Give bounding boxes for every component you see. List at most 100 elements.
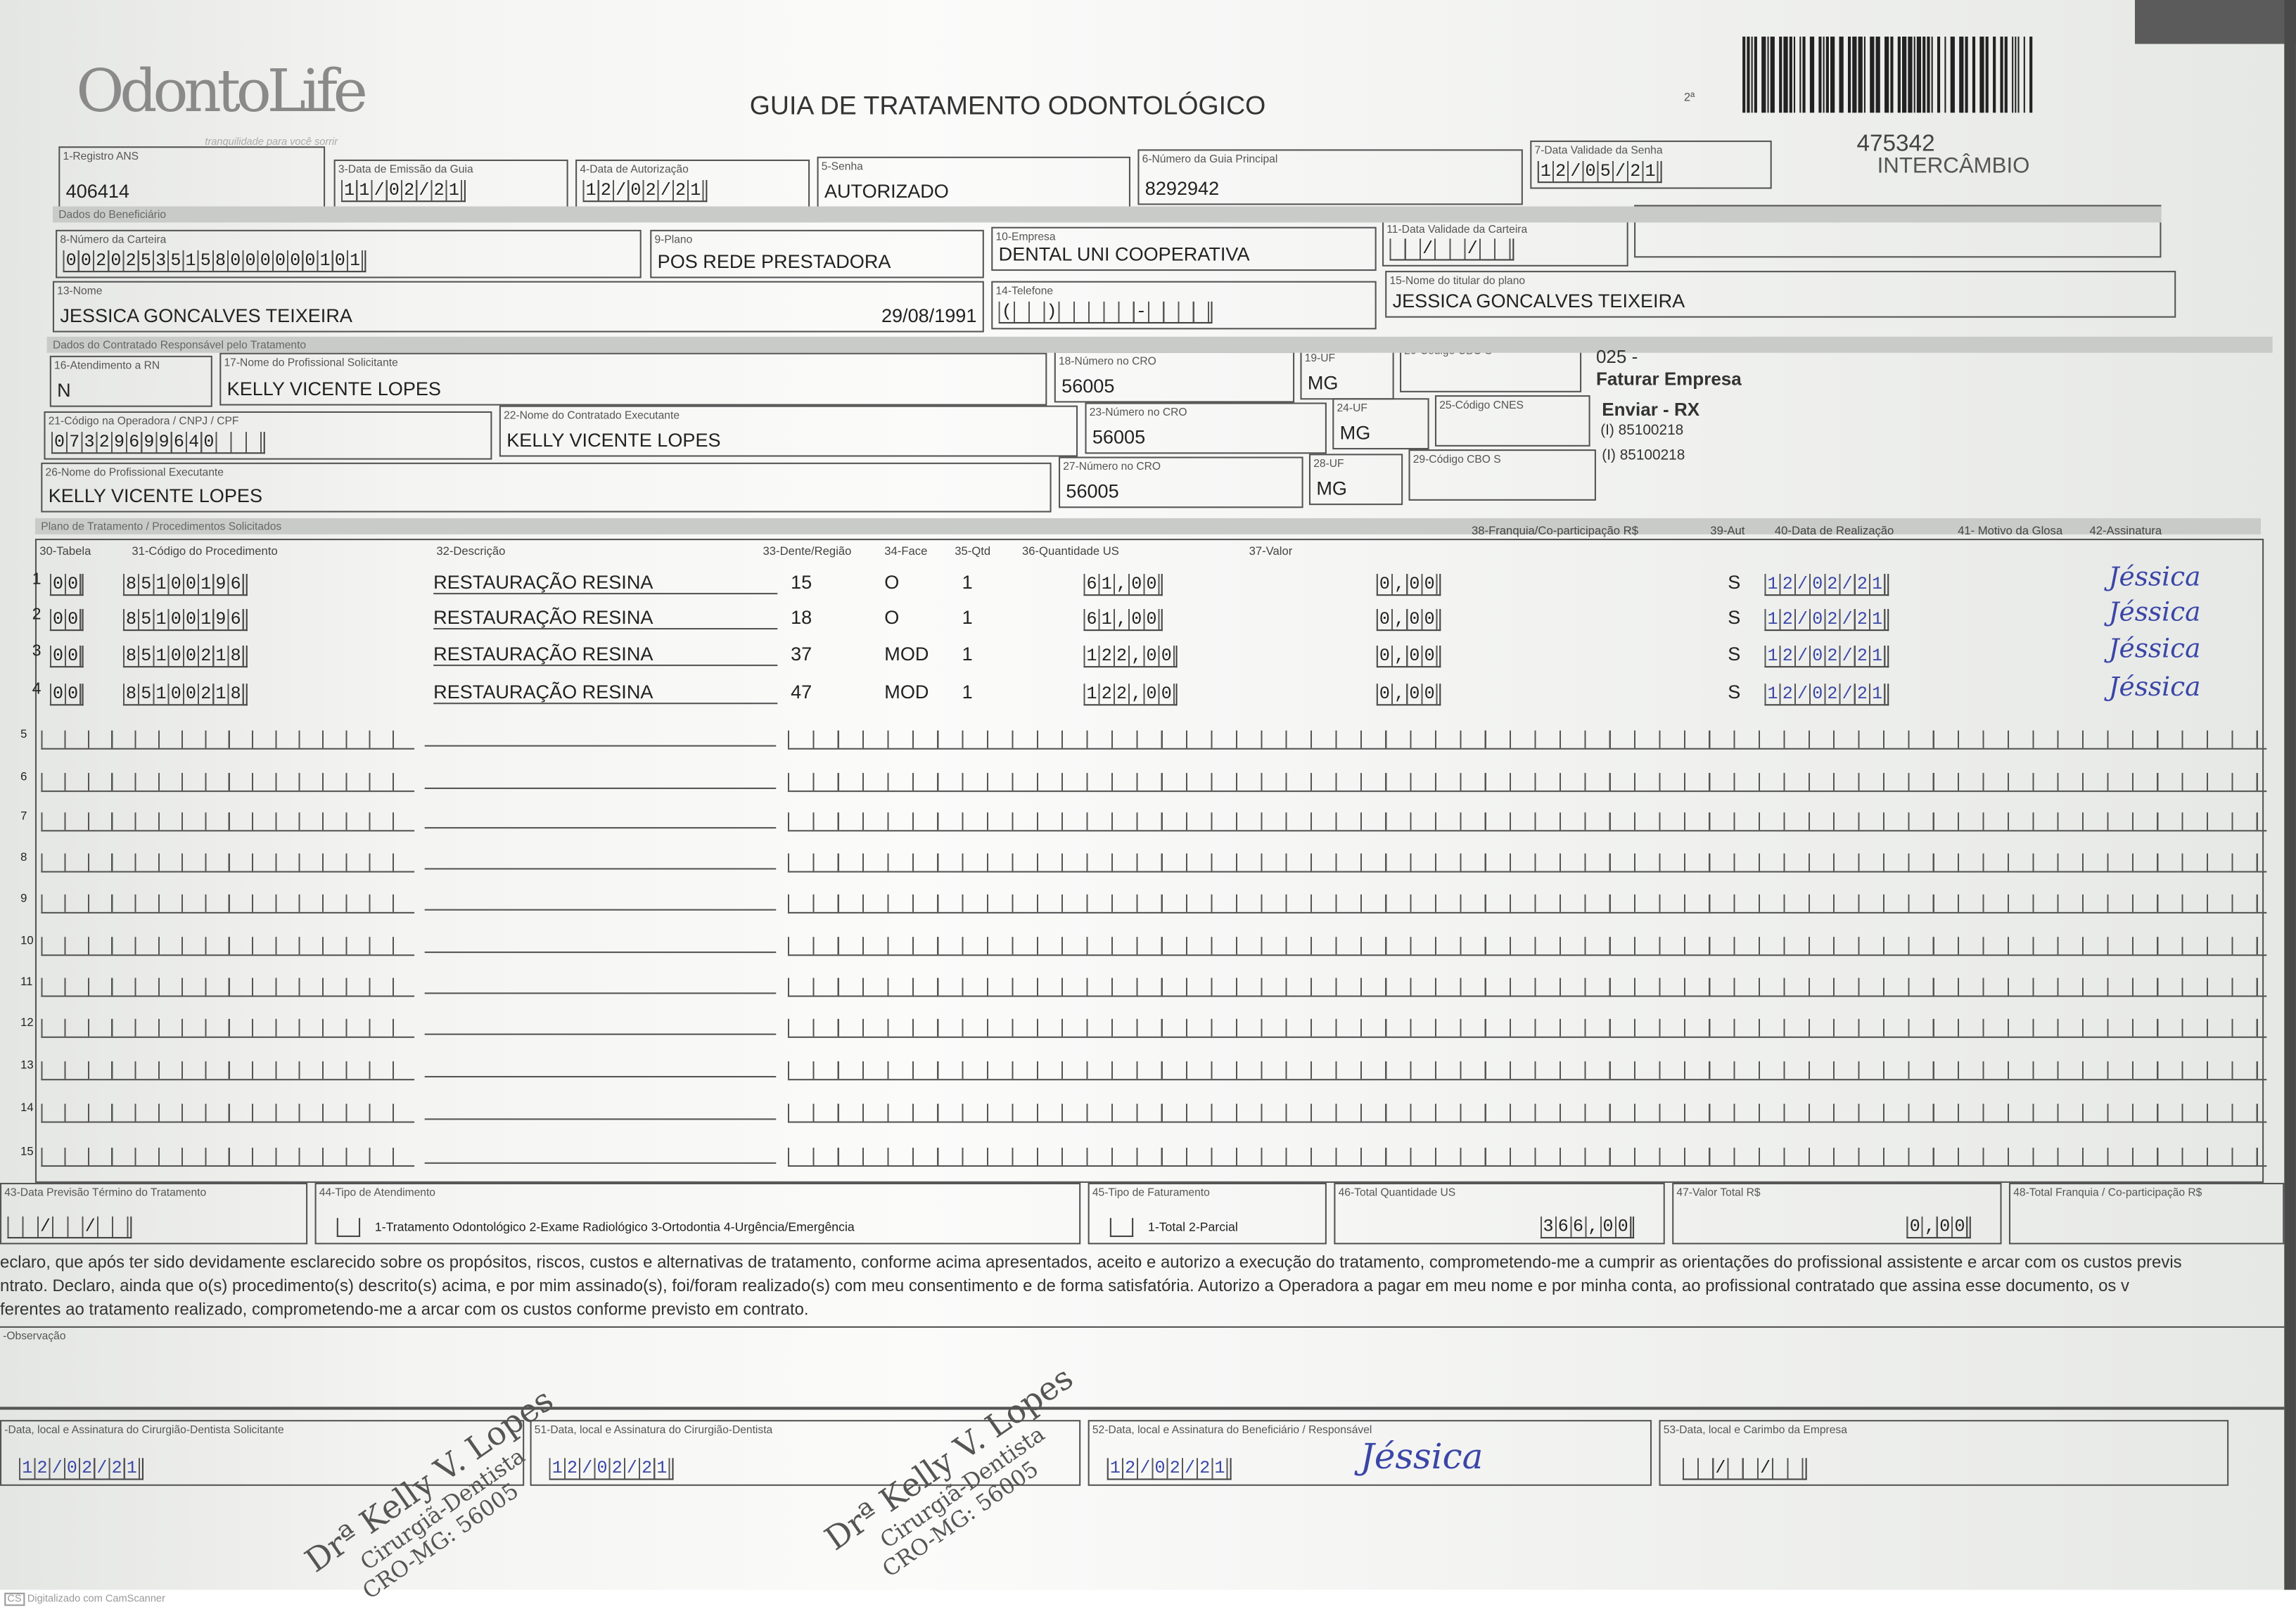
field-f1[interactable]: 1-Registro ANS 406414: [58, 146, 326, 208]
values-comb: [787, 937, 2267, 956]
cell-dente: 37: [791, 642, 812, 665]
field-value: KELLY VICENTE LOPES: [227, 378, 441, 400]
field-f16[interactable]: 16-Atendimento a RN N: [49, 355, 212, 407]
cell-codigo: 85100196: [122, 573, 247, 596]
table-row-empty[interactable]: 13: [0, 1058, 2284, 1088]
field-f9[interactable]: 9-Plano POS REDE PRESTADORA: [650, 229, 984, 278]
field-label: 47-Valor Total R$: [1676, 1186, 1761, 1199]
field-f51[interactable]: 51-Data, local e Assinatura do Cirurgião…: [530, 1420, 1081, 1486]
table-row-empty[interactable]: 7: [0, 809, 2284, 839]
field-f19[interactable]: 19-UF MG: [1300, 348, 1394, 400]
cell-descricao: RESTAURAÇÃO RESINA: [433, 571, 778, 595]
field-f50[interactable]: -Data, local e Assinatura do Cirurgião-D…: [0, 1420, 525, 1486]
barcode-bar: [1767, 37, 1769, 113]
row-number: 14: [20, 1101, 34, 1115]
field-f17[interactable]: 17-Nome do Profissional Solicitante KELLY…: [219, 352, 1047, 406]
section-contratado: Dados do Contratado Responsável pelo Tra…: [46, 336, 2273, 353]
barcode-bar: [1927, 37, 1930, 113]
field-f5[interactable]: 5-Senha AUTORIZADO: [817, 156, 1130, 208]
field-f21[interactable]: 21-Código na Operadora / CNPJ / CPF 07329…: [44, 411, 492, 460]
field-f45[interactable]: 45-Tipo de Faturamento 1-Total 2-Parcial: [1088, 1182, 1327, 1245]
cell-dente: 18: [791, 606, 812, 629]
cell-assinatura: Jéssica: [2108, 634, 2201, 665]
field-f53[interactable]: 53-Data, local e Carimbo da Empresa / /: [1659, 1420, 2229, 1486]
field-value-wrap: 56005: [1061, 375, 1114, 397]
field-label: 13-Nome: [57, 283, 103, 297]
field-f6[interactable]: 6-Número da Guia Principal 8292942: [1137, 149, 1523, 205]
field-f8[interactable]: 8-Número da Carteira 00202535158000000101: [56, 229, 642, 278]
field-f46[interactable]: 46-Total Quantidade US 366,00: [1334, 1182, 1665, 1245]
field-f3[interactable]: 3-Data de Emissão da Guia 11/02/21: [333, 159, 568, 208]
odontolife-logo: OdontoLife: [76, 58, 368, 127]
field-f52[interactable]: 52-Data, local e Assinatura do Beneficiá…: [1088, 1420, 1652, 1486]
cell-valor-wrap: 0,00: [1376, 681, 1441, 706]
field-f24[interactable]: 24-UF MG: [1332, 398, 1429, 450]
cell-codigo: 85100218: [122, 645, 247, 668]
code-comb: [41, 812, 415, 832]
checkbox[interactable]: [1109, 1217, 1134, 1237]
table-row-empty[interactable]: 15: [0, 1145, 2284, 1174]
field-value-wrap: 1-Tratamento Odontológico 2-Exame Radiol…: [375, 1219, 855, 1234]
barcode-bar: [1779, 37, 1782, 113]
field-f44[interactable]: 44-Tipo de Atendimento 1-Tratamento Odont…: [314, 1182, 1081, 1245]
field-f18[interactable]: 18-Número no CRO 56005: [1054, 351, 1295, 403]
table-row-empty[interactable]: 14: [0, 1101, 2284, 1130]
field-f22[interactable]: 22-Nome do Contratado Executante KELLY VI…: [499, 405, 1078, 457]
table-row-empty[interactable]: 10: [0, 934, 2284, 963]
field-value-wrap: 12/02/21: [1106, 1455, 1231, 1480]
field-value-wrap: 12/02/21: [549, 1455, 673, 1480]
code-comb: [41, 1147, 415, 1167]
field-value: 56005: [1061, 374, 1115, 397]
cell-tabela: 00: [49, 645, 84, 668]
field-f27[interactable]: 27-Número no CRO 56005: [1058, 456, 1303, 508]
note-enviar-rx: Enviar - RX: [1602, 399, 1700, 421]
field-value-wrap: MG: [1316, 478, 1347, 499]
table-row-empty[interactable]: 6: [0, 770, 2284, 800]
table-row-empty[interactable]: 5: [0, 728, 2284, 757]
field-f23[interactable]: 23-Número no CRO 56005: [1085, 402, 1327, 454]
field-f11[interactable]: 11-Data Validade da Carteira / /: [1382, 219, 1628, 267]
field-value-wrap: 11/02/21: [341, 177, 466, 203]
cell-data: 12/02/21: [1764, 608, 1889, 632]
field-label: 46-Total Quantidade US: [1338, 1186, 1456, 1199]
field-f7[interactable]: 7-Data Validade da Senha 12/05/21: [1530, 140, 1772, 189]
field-f43[interactable]: 43-Data Previsão Término do Tratamento /…: [0, 1182, 308, 1245]
field-f14[interactable]: 14-Telefone ( ) -: [991, 281, 1377, 330]
field-f25[interactable]: 25-Código CNES: [1434, 395, 1590, 447]
table-row-empty[interactable]: 9: [0, 892, 2284, 921]
barcode-bar: [2012, 37, 2014, 113]
code-comb: [41, 1103, 415, 1123]
code-comb: [41, 853, 415, 873]
field-value: / /: [1682, 1458, 1806, 1480]
header-descricao: 32-Descrição: [436, 544, 506, 558]
table-row-empty[interactable]: 12: [0, 1016, 2284, 1046]
table-row: 4 00 85100218 RESTAURAÇÃO RESINA 47 MOD 1 122,0…: [0, 672, 2284, 716]
description-line: [424, 745, 777, 747]
table-row-empty[interactable]: 11: [0, 975, 2284, 1004]
header-glosa: 41- Motivo da Glosa: [1958, 524, 2063, 537]
field-f29[interactable]: 29-Código CBO S: [1408, 449, 1596, 501]
observacao-field[interactable]: -Observação: [0, 1326, 2285, 1409]
field-f26[interactable]: 26-Nome do Profissional Executante KELLY …: [41, 462, 1052, 513]
field-f47[interactable]: 47-Valor Total R$ 0,00: [1672, 1182, 2002, 1245]
field-label: 7-Data Validade da Senha: [1534, 143, 1663, 157]
table-row-empty[interactable]: 8: [0, 850, 2284, 880]
field-f13[interactable]: 13-Nome JESSICA GONCALVES TEIXEIRA 29/08/1…: [52, 281, 984, 333]
declaration-text: eclaro, que após ter sido devidamente es…: [0, 1252, 2284, 1322]
field-label: 43-Data Previsão Término do Tratamento: [4, 1186, 207, 1199]
field-f15[interactable]: 15-Nome do titular do plano JESSICA GONCA…: [1385, 271, 2176, 318]
cell-qtd_us: 122,00: [1083, 684, 1178, 706]
checkbox[interactable]: [336, 1217, 361, 1237]
cell-qtd: 1: [962, 642, 973, 665]
field-f4[interactable]: 4-Data de Autorização 12/02/21: [575, 159, 810, 208]
description-line: [424, 909, 777, 911]
field-f28[interactable]: 28-UF MG: [1308, 454, 1403, 506]
field-value-wrap: KELLY VICENTE LOPES: [227, 378, 441, 399]
field-f10[interactable]: 10-Empresa DENTAL UNI COOPERATIVA: [991, 226, 1377, 271]
row-number: 13: [20, 1058, 34, 1072]
field-f48[interactable]: 48-Total Franquia / Co-participação R$: [2008, 1182, 2285, 1245]
cell-tabela: 00: [49, 608, 84, 632]
barcode-bar: [1972, 37, 1976, 113]
row-number: 15: [20, 1144, 34, 1158]
